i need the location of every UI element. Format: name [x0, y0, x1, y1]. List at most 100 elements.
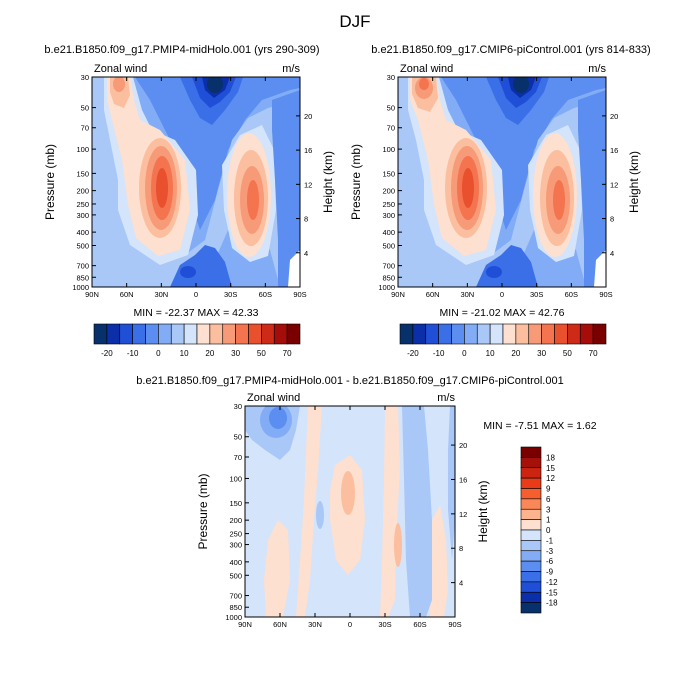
- panel-1-axes: 3050701001502002503004005007008501000481…: [43, 73, 335, 299]
- panel-3-corner-right: m/s: [437, 392, 455, 404]
- colorbar-swatch: [93, 323, 108, 345]
- latitude-tick-label: 60N: [273, 620, 287, 629]
- latitude-tick-label: 0: [194, 290, 198, 299]
- colorbar-label: -18: [546, 599, 558, 608]
- colorbar-swatch: [567, 323, 581, 345]
- colorbar-swatch: [520, 550, 542, 562]
- colorbar-swatch: [196, 323, 211, 345]
- height-tick-label: 12: [610, 180, 618, 189]
- colorbar-swatch: [520, 498, 542, 510]
- colorbar-label: -15: [546, 588, 558, 597]
- latitude-tick-label: 60N: [426, 290, 440, 299]
- pressure-tick-label: 70: [234, 453, 242, 462]
- panel-3-contour-field: [245, 406, 455, 617]
- colorbar-label: 50: [257, 349, 266, 358]
- colorbar-swatch: [520, 581, 542, 593]
- height-tick-label: 4: [610, 249, 614, 258]
- pressure-tick-label: 70: [81, 124, 89, 133]
- pressure-tick-label: 70: [387, 124, 395, 133]
- height-tick-label: 16: [459, 475, 467, 484]
- panel-3-title: b.e21.B1850.f09_g17.PMIP4-midHolo.001 - …: [136, 375, 563, 387]
- figure-title: DJF: [339, 12, 370, 31]
- colorbar-swatch: [438, 323, 452, 345]
- latitude-tick-label: 60N: [120, 290, 134, 299]
- colorbar-label: 15: [546, 464, 555, 473]
- pressure-tick-label: 850: [76, 273, 89, 282]
- colorbar-label: -10: [127, 349, 139, 358]
- pressure-tick-label: 150: [229, 499, 242, 508]
- latitude-tick-label: 90N: [238, 620, 252, 629]
- colorbar-label: -9: [546, 568, 554, 577]
- latitude-tick-label: 30N: [460, 290, 474, 299]
- colorbar-swatch: [399, 323, 414, 345]
- panel-2-contour-field: [398, 77, 606, 287]
- panel-1: b.e21.B1850.f09_g17.PMIP4-midHolo.001 (y…: [43, 44, 335, 319]
- height-tick-label: 8: [459, 544, 463, 553]
- latitude-tick-label: 90S: [293, 290, 306, 299]
- colorbar-label: -3: [546, 547, 554, 556]
- latitude-tick-label: 30S: [224, 290, 237, 299]
- pressure-tick-label: 30: [81, 73, 89, 82]
- colorbar-label: 10: [180, 349, 189, 358]
- colorbar-swatch: [286, 323, 301, 345]
- pressure-tick-label: 500: [76, 241, 89, 250]
- height-tick-label: 12: [459, 510, 467, 519]
- panel-2-corner-left: Zonal wind: [400, 63, 453, 75]
- pressure-tick-label: 100: [382, 145, 395, 154]
- pressure-tick-label: 250: [76, 200, 89, 209]
- pressure-tick-label: 200: [76, 187, 89, 196]
- panel-3: b.e21.B1850.f09_g17.PMIP4-midHolo.001 - …: [136, 375, 596, 629]
- height-tick-label: 8: [610, 215, 614, 224]
- pressure-tick-label: 50: [387, 104, 395, 113]
- colorbar-label: 12: [546, 474, 555, 483]
- colorbar-swatch: [412, 323, 427, 345]
- latitude-tick-label: 90S: [599, 290, 612, 299]
- latitude-tick-label: 90N: [391, 290, 405, 299]
- latitude-tick-label: 60S: [565, 290, 578, 299]
- pressure-tick-label: 200: [229, 516, 242, 525]
- colorbar-swatch: [528, 323, 542, 345]
- panel-2-corner-right: m/s: [588, 63, 606, 75]
- height-tick-label: 20: [610, 112, 618, 121]
- colorbar-swatch: [520, 467, 542, 479]
- colorbar-label: 0: [462, 349, 467, 358]
- colorbar-swatch: [106, 323, 121, 345]
- pressure-tick-label: 100: [76, 145, 89, 154]
- colorbar-label: 20: [511, 349, 520, 358]
- panel-3-corner-left: Zonal wind: [247, 392, 300, 404]
- colorbar-panel-1: -20 -10 0 10 20 30 50 70: [93, 323, 301, 358]
- panel-1-contour-field: [92, 77, 300, 287]
- pressure-tick-label: 400: [229, 558, 242, 567]
- panel-2: b.e21.B1850.f09_g17.CMIP6-piControl.001 …: [349, 44, 651, 319]
- height-tick-label: 20: [304, 112, 312, 121]
- latitude-tick-label: 30S: [530, 290, 543, 299]
- colorbar-label: 70: [589, 349, 598, 358]
- colorbar-swatch: [183, 323, 198, 345]
- colorbar-label: 0: [546, 526, 551, 535]
- latitude-tick-label: 60S: [259, 290, 272, 299]
- height-tick-label: 8: [304, 215, 308, 224]
- pressure-axis-label: Pressure (mb): [349, 144, 363, 220]
- colorbar-swatch: [520, 519, 542, 531]
- colorbar-label: -1: [546, 536, 554, 545]
- pressure-tick-label: 700: [76, 262, 89, 271]
- panel-1-corner-right: m/s: [282, 63, 300, 75]
- pressure-tick-label: 250: [382, 200, 395, 209]
- colorbar-label: 1: [546, 516, 551, 525]
- pressure-tick-label: 700: [382, 262, 395, 271]
- colorbar-swatch: [158, 323, 172, 345]
- colorbar-swatch: [520, 457, 542, 469]
- colorbar-swatch: [520, 540, 542, 552]
- colorbar-swatch: [425, 323, 439, 345]
- colorbar-swatch: [222, 323, 236, 345]
- height-axis-label: Height (km): [476, 480, 490, 542]
- colorbar-swatch: [541, 323, 555, 345]
- panel-2-title: b.e21.B1850.f09_g17.CMIP6-piControl.001 …: [371, 44, 650, 56]
- colorbar-swatch: [515, 323, 530, 345]
- colorbar-swatch: [520, 529, 542, 541]
- colorbar-label: 30: [231, 349, 240, 358]
- height-tick-label: 4: [459, 579, 463, 588]
- colorbar-swatch: [520, 591, 542, 603]
- latitude-tick-label: 0: [500, 290, 504, 299]
